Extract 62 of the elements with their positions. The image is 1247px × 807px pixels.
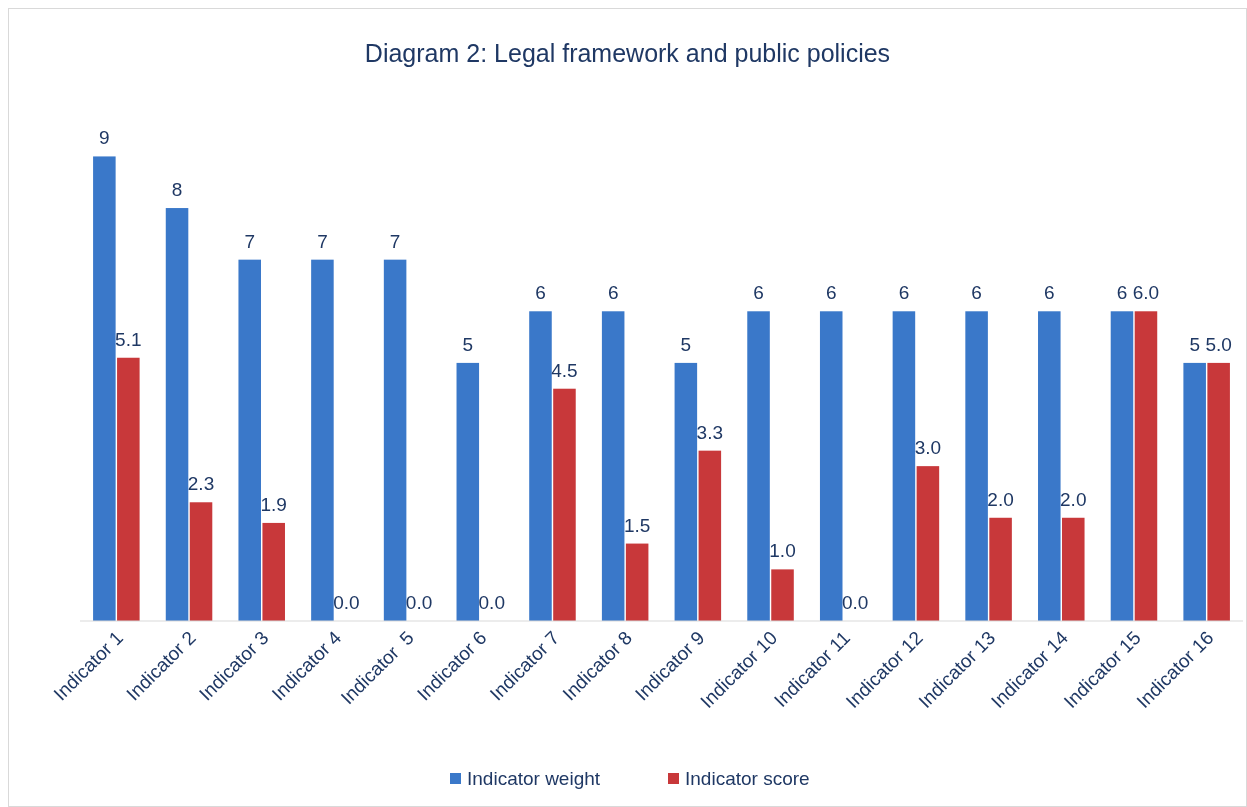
data-label: 7 [389,230,401,252]
data-label: 6 [535,282,546,304]
data-label: 0.0 [842,592,869,613]
data-label: 7 [317,230,328,252]
legend-label: Indicator weight [467,768,601,789]
bar [553,388,576,621]
bar [625,543,649,621]
legend-label: Indicator score [685,768,810,789]
bar [1183,362,1206,621]
data-label: 2.0 [987,488,1014,510]
data-label: 6 [753,282,764,304]
data-label: 5.1 [115,328,142,350]
bar [456,362,480,621]
data-label: 5 [462,333,474,355]
bar [189,502,213,621]
data-label: 9 [99,127,110,149]
data-label: 6 [825,282,837,304]
bar [601,311,625,621]
chart-title: Diagram 2: Legal framework and public policies [364,39,891,67]
data-label: 5 [680,333,692,355]
bar [819,311,843,621]
bar [93,156,116,621]
bar [1207,362,1230,621]
data-label: 5.0 [1205,333,1232,355]
bar [674,362,698,621]
data-label: 2.3 [187,473,215,495]
bar [1134,311,1158,621]
data-label: 6 [1044,282,1055,304]
bar [1038,311,1061,621]
data-label: 6 [1116,282,1128,304]
bar [747,311,770,621]
data-label: 0.0 [478,592,505,613]
data-label: 0.0 [405,592,433,613]
bar [1062,517,1085,621]
bar [262,522,285,621]
data-label: 1.0 [769,540,796,562]
bar [771,569,794,621]
bar [989,517,1012,621]
data-label: 0.0 [333,592,360,613]
bar [892,311,916,621]
bar [698,450,722,621]
data-label: 1.5 [623,514,651,536]
data-label: 5 [1189,333,1200,355]
bar [1110,311,1134,621]
data-label: 6 [971,282,982,304]
bar [238,259,261,621]
bar [311,259,334,621]
data-label: 1.9 [260,493,287,515]
bar [165,208,189,621]
data-label: 6 [607,282,619,304]
data-label: 3.3 [696,421,724,443]
bar [916,466,940,621]
bar [529,311,552,621]
data-label: 3.0 [914,437,942,459]
data-label: 2.0 [1060,488,1087,510]
bar [965,311,988,621]
data-label: 6 [898,282,910,304]
data-label: 7 [244,230,256,252]
data-label: 8 [171,179,183,201]
data-label: 6.0 [1132,282,1160,304]
bar [117,357,140,621]
bar [383,259,407,621]
